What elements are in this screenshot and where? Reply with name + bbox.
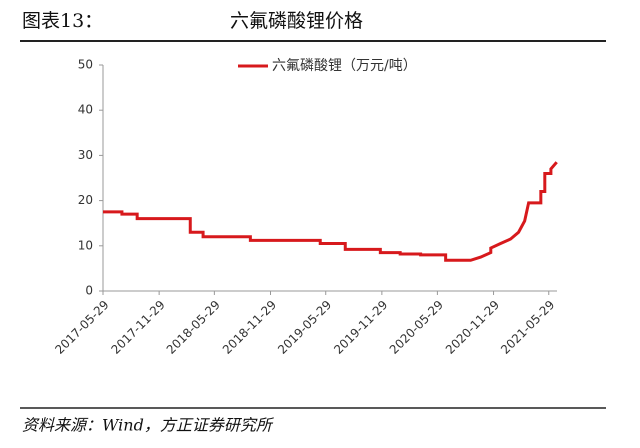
x-tick-label: 2019-11-29: [331, 298, 390, 357]
y-tick-label: 10: [78, 238, 93, 252]
figure-label: 图表13：: [22, 10, 103, 32]
x-tick-label: 2018-05-29: [164, 298, 223, 357]
x-tick-label: 2017-11-29: [109, 298, 168, 357]
y-tick-label: 0: [85, 284, 93, 298]
x-tick-label: 2020-05-29: [387, 298, 446, 357]
x-tick-label: 2017-05-29: [52, 298, 111, 357]
y-tick-label: 20: [78, 193, 93, 207]
x-tick-label: 2018-11-29: [220, 298, 279, 357]
legend-label: 六氟磷酸锂（万元/吨）: [272, 58, 417, 74]
x-tick-label: 2021-05-29: [498, 298, 557, 357]
chart-title: 六氟磷酸锂价格: [230, 10, 363, 32]
source: 资料来源：Wind，方正证券研究所: [22, 416, 275, 435]
y-tick-label: 50: [78, 58, 93, 72]
data-line: [103, 161, 558, 262]
x-tick-label: 2020-11-29: [443, 298, 502, 357]
y-tick-label: 30: [78, 148, 93, 162]
y-tick-label: 40: [78, 103, 93, 117]
x-tick-label: 2019-05-29: [275, 298, 334, 357]
